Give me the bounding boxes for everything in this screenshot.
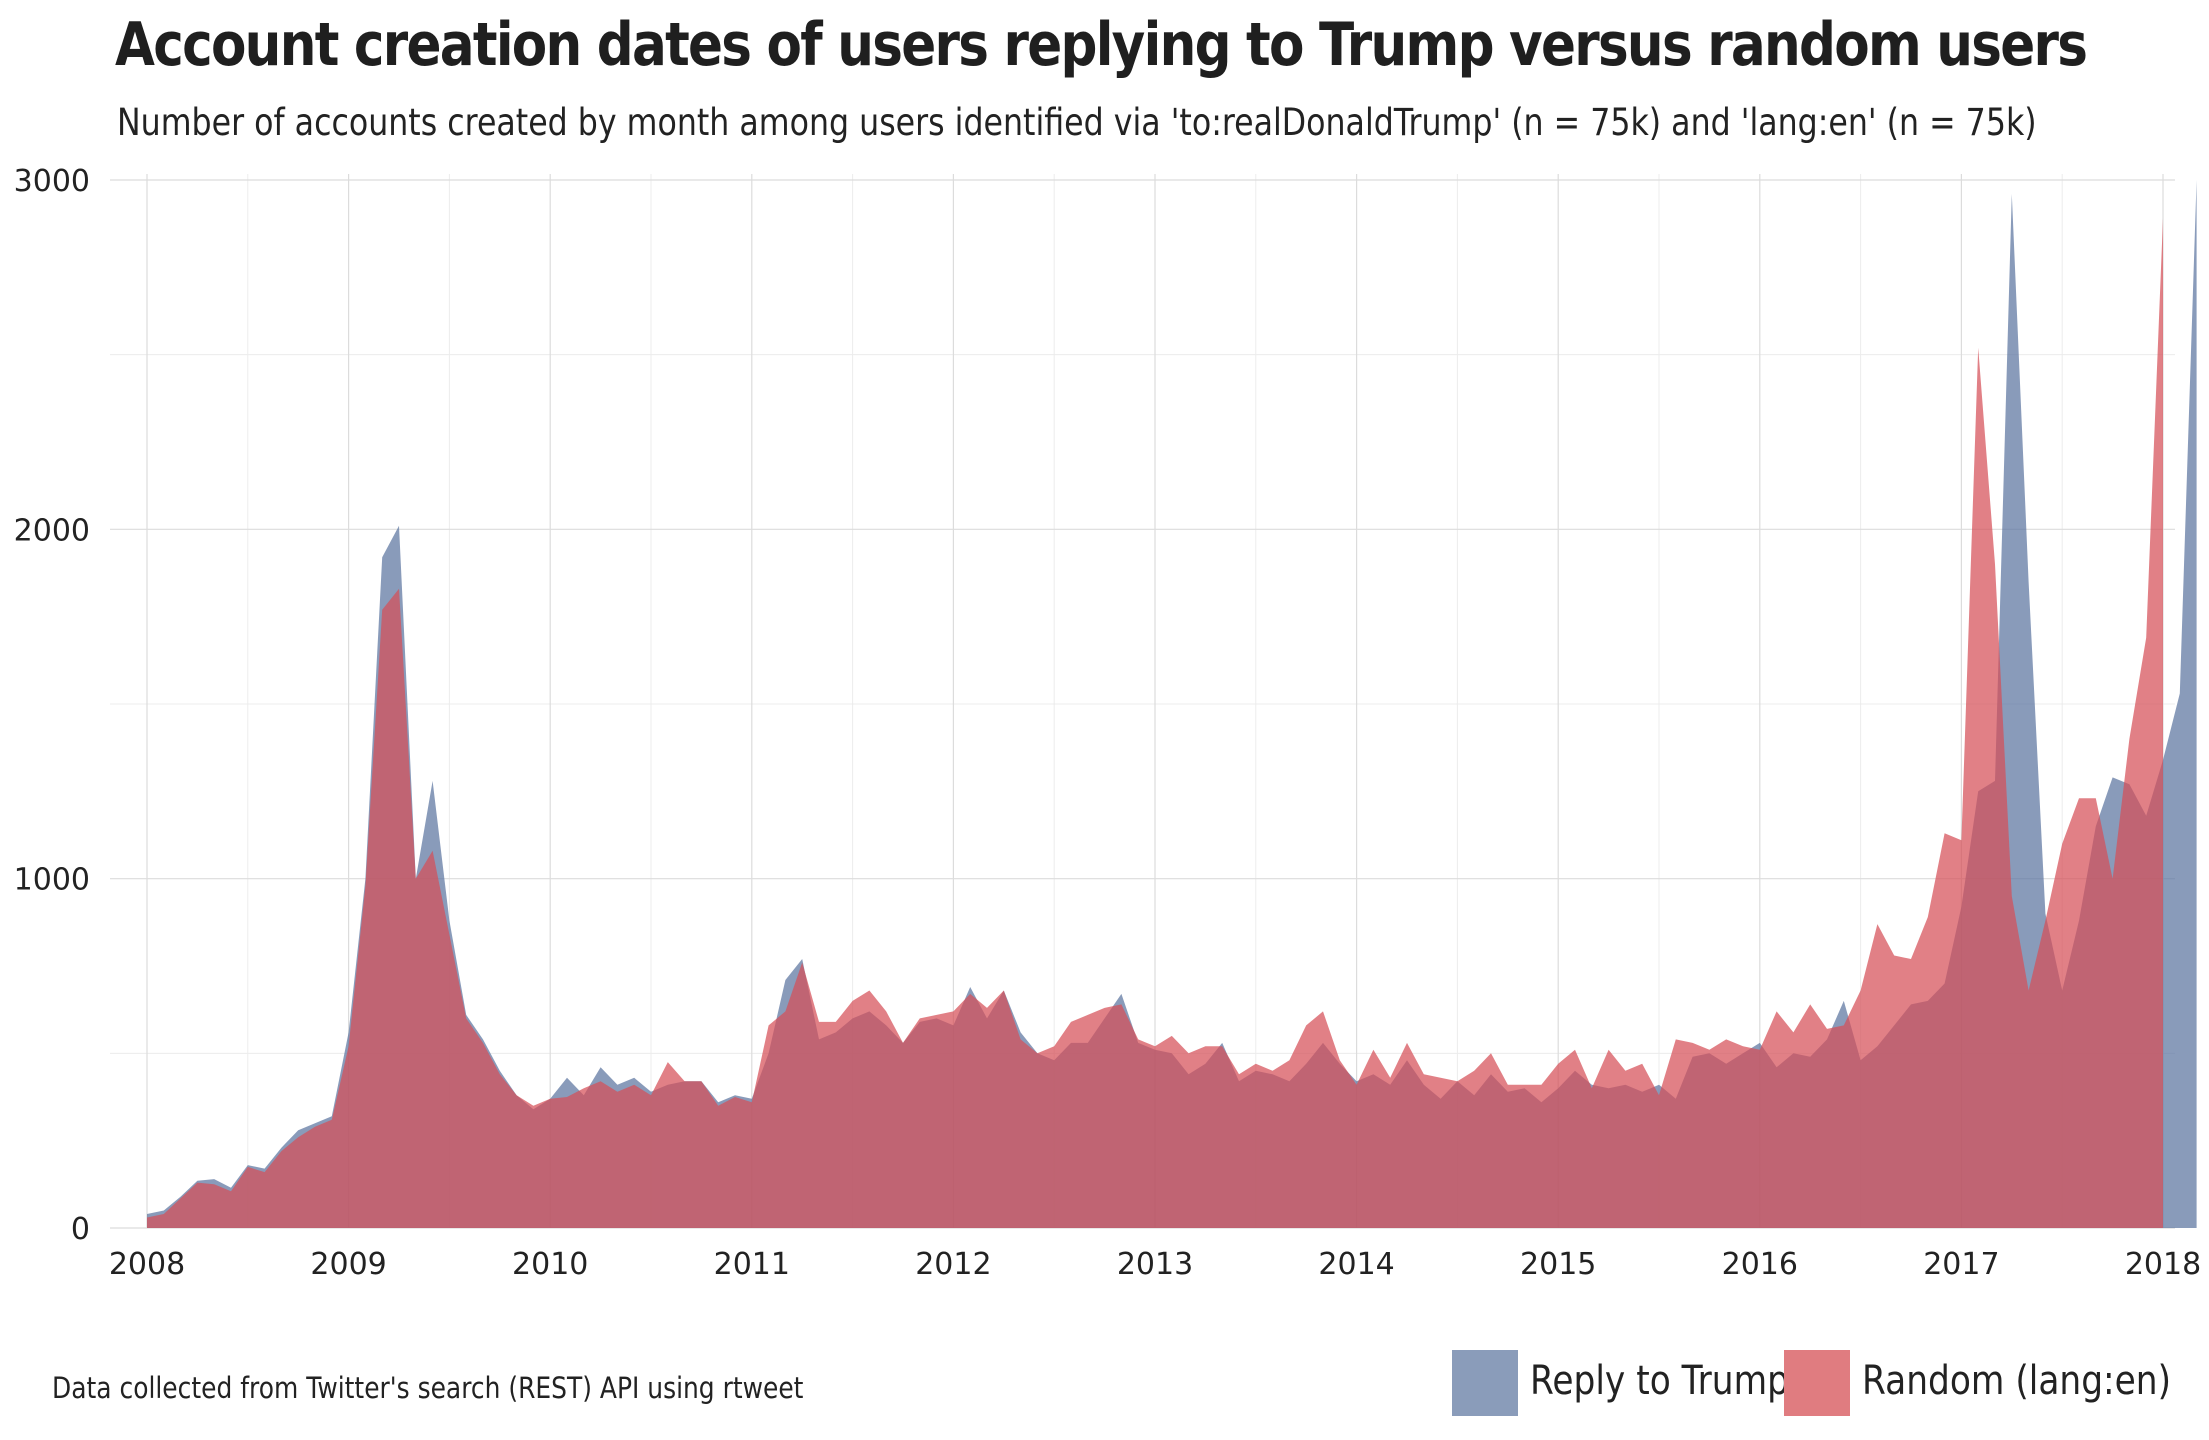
x-tick-label-2012: 2012 xyxy=(915,1247,991,1282)
x-tick-label-2013: 2013 xyxy=(1117,1247,1193,1282)
x-tick-label-2010: 2010 xyxy=(512,1247,588,1282)
y-tick-label-3000: 3000 xyxy=(14,164,90,199)
x-tick-label-2016: 2016 xyxy=(1722,1247,1798,1282)
chart-subtitle: Number of accounts created by month amon… xyxy=(117,101,2037,144)
x-tick-label-2017: 2017 xyxy=(1923,1247,1999,1282)
area-random xyxy=(147,218,2163,1228)
area-series xyxy=(147,180,2197,1228)
x-tick-label-2018: 2018 xyxy=(2125,1247,2201,1282)
chart-title: Account creation dates of users replying… xyxy=(115,10,2088,80)
x-tick-label-2015: 2015 xyxy=(1520,1247,1596,1282)
legend-label-reply-to-trump: Reply to Trump xyxy=(1530,1358,1789,1404)
y-axis-tick-labels: 0 1000 2000 3000 xyxy=(14,164,90,1247)
source-caption: Data collected from Twitter's search (RE… xyxy=(52,1371,804,1405)
y-tick-label-1000: 1000 xyxy=(14,863,90,898)
y-tick-label-2000: 2000 xyxy=(14,513,90,548)
legend: Reply to Trump Random (lang:en) xyxy=(1452,1350,2192,1416)
x-tick-label-2014: 2014 xyxy=(1318,1247,1394,1282)
x-tick-label-2008: 2008 xyxy=(109,1247,185,1282)
legend-swatch-reply-to-trump xyxy=(1452,1350,1518,1416)
x-tick-label-2011: 2011 xyxy=(714,1247,790,1282)
x-tick-label-2009: 2009 xyxy=(310,1247,386,1282)
legend-swatch-random xyxy=(1784,1350,1850,1416)
x-axis-tick-labels: 2008 2009 2010 2011 2012 2013 2014 2015 2016 2017… xyxy=(109,1247,2201,1282)
y-tick-label-0: 0 xyxy=(71,1212,90,1247)
legend-label-random: Random (lang:en) xyxy=(1862,1358,2172,1404)
